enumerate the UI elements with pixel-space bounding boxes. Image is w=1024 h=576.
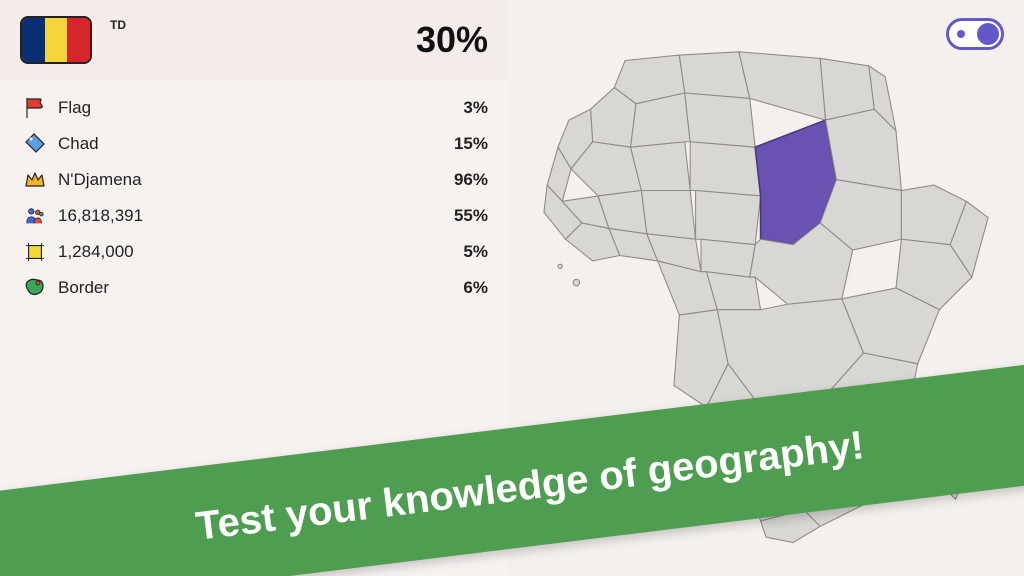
- stat-label: N'Djamena: [58, 170, 454, 190]
- country-code: TD: [110, 18, 126, 32]
- stat-label: Chad: [58, 134, 454, 154]
- stat-percent: 5%: [463, 242, 488, 262]
- border-icon: [22, 275, 48, 301]
- stat-percent: 55%: [454, 206, 488, 226]
- crown-icon: [22, 167, 48, 193]
- flag-icon: [22, 95, 48, 121]
- people-icon: [22, 203, 48, 229]
- stat-percent: 3%: [463, 98, 488, 118]
- stat-row-name[interactable]: Chad 15%: [22, 126, 488, 162]
- tag-icon: [22, 131, 48, 157]
- stat-label: Flag: [58, 98, 463, 118]
- flag-stripe-1: [22, 18, 45, 62]
- stat-percent: 15%: [454, 134, 488, 154]
- stat-label: 16,818,391: [58, 206, 454, 226]
- stat-row-area[interactable]: 1,284,000 5%: [22, 234, 488, 270]
- flag-stripe-3: [67, 18, 90, 62]
- stat-percent: 96%: [454, 170, 488, 190]
- country-flag: [20, 16, 92, 64]
- stat-row-border[interactable]: Border 6%: [22, 270, 488, 306]
- header: TD 30%: [0, 0, 508, 80]
- area-icon: [22, 239, 48, 265]
- stat-row-population[interactable]: 16,818,391 55%: [22, 198, 488, 234]
- stats-list: Flag 3% Chad 15% N'Djamena 96%: [0, 80, 508, 306]
- stat-percent: 6%: [463, 278, 488, 298]
- stat-label: 1,284,000: [58, 242, 463, 262]
- flag-stripe-2: [45, 18, 68, 62]
- stat-row-flag[interactable]: Flag 3%: [22, 90, 488, 126]
- stat-label: Border: [58, 278, 463, 298]
- stat-row-capital[interactable]: N'Djamena 96%: [22, 162, 488, 198]
- overall-percent: 30%: [416, 19, 488, 61]
